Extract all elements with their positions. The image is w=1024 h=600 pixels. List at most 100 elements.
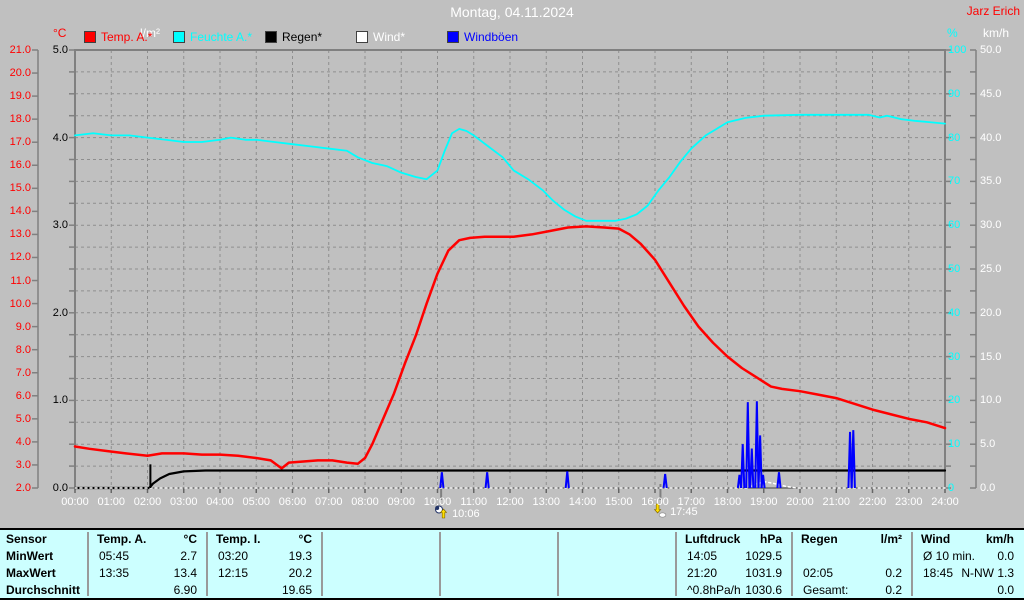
table-cell-time: 03:20 [218,549,249,563]
time-axis-label: 16:00 [641,496,669,508]
table-cell-value: 13.4 [173,566,197,580]
humidity-axis-label: 70 [948,175,961,188]
time-axis-label: 18:00 [713,496,742,508]
table-row-label: Sensor [6,532,47,546]
rain-axis-label: 4.0 [52,131,68,144]
wind-axis-label: 0.0 [980,482,996,494]
gust-spike [564,471,570,489]
wind-axis-label: 35.0 [980,175,1002,188]
table-column-divider [321,532,323,596]
time-axis-label: 03:00 [169,496,198,508]
wind-axis-label: 20.0 [980,306,1002,319]
time-axis-label: 00:00 [61,496,89,508]
table-cell-time: Ø 10 min. [923,549,976,563]
rain-axis-label: 0.0 [52,482,68,494]
time-axis-label: 21:00 [822,496,851,508]
table-cell-value: 19.65 [281,583,312,597]
humidity-axis-label: 60 [948,219,961,232]
table-cell-time: 12:15 [218,566,249,580]
table-cell-time: 05:45 [99,549,130,563]
series-humidity [74,113,946,222]
legend-item-temp: Temp. A.* [84,30,152,44]
table-cell-value: 1031.9 [745,566,782,580]
humidity-swatch-icon [173,31,185,43]
time-axis-label: 06:00 [278,496,307,508]
time-axis-label: 20:00 [786,496,814,508]
humidity-axis-label: 50 [948,263,961,275]
humidity-axis-label: 80 [948,131,961,144]
time-axis-label: 09:00 [387,496,416,508]
table-cell-value: 2.7 [180,549,197,563]
table-column-divider [791,532,793,596]
moonrise-icon [435,505,448,519]
temp-swatch-icon [84,31,96,43]
temp-axis-label: 10.0 [9,297,31,310]
temp-axis-label: 7.0 [15,366,31,379]
series-rain [73,469,947,490]
table-cell-value: 0.2 [885,583,902,597]
series-wind [74,481,946,489]
gust-spike [484,472,490,489]
table-col-header: Luftdruck [685,532,741,546]
table-cell-value: 19.3 [288,549,312,563]
time-axis-label: 17:00 [677,496,706,508]
time-axis-label: 12:00 [496,496,524,508]
page-title: Montag, 04.11.2024 [450,4,574,20]
humidity-axis-label: 90 [948,87,961,100]
temp-axis-header: °C [53,26,67,40]
gust-spike [754,401,760,489]
legend-item-rain: Regen* [265,30,322,44]
wind-axis-label: 10.0 [980,394,1002,407]
table-col-header: Temp. A. [97,532,147,546]
wind-axis-label: 50.0 [980,44,1002,56]
moonrise-annotation: 10:06 [434,505,480,520]
table-row-label: MinWert [6,549,54,563]
table-column-divider [439,532,441,596]
temp-axis-label: 17.0 [9,136,31,149]
time-axis-label: 10:00 [423,496,452,508]
table-cell-value: 1029.5 [745,549,782,563]
moonset-icon [653,503,667,518]
time-axis-label: 23:00 [894,496,923,508]
temp-axis-label: 4.0 [15,435,31,448]
table-cell-value: 20.2 [288,566,312,580]
time-axis-label: 15:00 [604,496,633,508]
temp-axis-label: 5.0 [15,412,31,425]
table-col-header: Temp. I. [216,532,261,546]
time-axis-label: 19:00 [749,496,778,508]
time-axis-label: 01:00 [97,496,126,508]
table-col-unit: °C [183,532,197,546]
gust-spike [847,431,853,489]
moonrise-time: 10:06 [452,508,480,520]
table-cell-value: N-NW 1.3 [961,566,1014,580]
temp-axis-label: 13.0 [9,228,31,241]
temp-axis-label: 15.0 [9,182,31,195]
rain-axis-header: l/m² [140,26,160,40]
wind-axis-header: km/h [983,26,1010,40]
wind-axis-label: 25.0 [980,263,1002,275]
legend-item-gusts: Windböen [447,30,518,44]
table-col-header: Regen [801,532,838,546]
table-col-unit: °C [298,532,312,546]
gust-spike [439,472,445,489]
table-cell-time: 18:45 [923,566,954,580]
table-cell-value: 0.0 [997,549,1014,563]
temp-axis-label: 16.0 [9,159,31,172]
table-col-unit: hPa [759,532,782,546]
table-column-divider [911,532,913,596]
time-axis-label: 11:00 [460,496,488,508]
temp-axis-label: 19.0 [9,90,31,103]
table-col-unit: km/h [985,532,1014,546]
rain-axis-label: 5.0 [52,44,68,56]
time-axis-label: 05:00 [242,496,271,508]
time-axis-label: 04:00 [206,496,234,508]
wind-swatch-icon [356,31,368,43]
humidity-axis-label: 20 [948,394,961,407]
humidity-axis-label: 40 [948,306,961,319]
gust-spike [740,444,746,489]
stats-table: Sensor MinWert MaxWert Durchschnitt Temp. A.… [0,528,1024,600]
humidity-axis-label: 30 [948,350,961,363]
temp-axis-label: 11.0 [10,274,31,287]
gust-spike [850,430,856,489]
